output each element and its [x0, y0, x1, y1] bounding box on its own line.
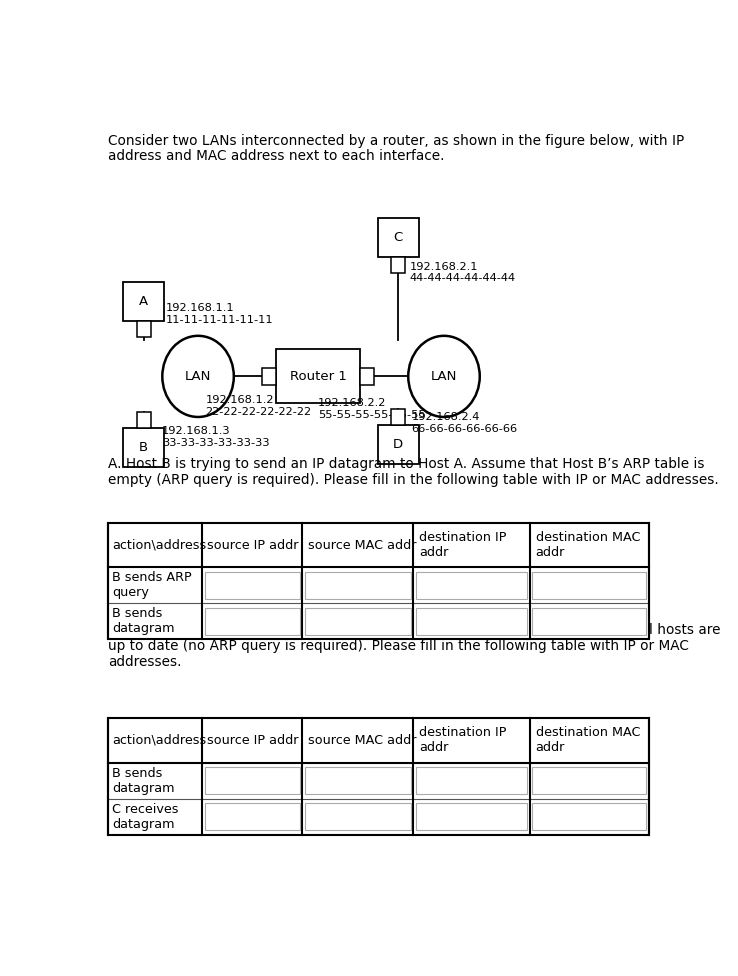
- Text: source MAC addr: source MAC addr: [308, 734, 416, 747]
- FancyBboxPatch shape: [532, 767, 646, 794]
- FancyBboxPatch shape: [204, 608, 300, 635]
- FancyBboxPatch shape: [137, 412, 151, 428]
- FancyBboxPatch shape: [391, 409, 405, 426]
- Ellipse shape: [408, 336, 480, 417]
- Text: destination MAC
addr: destination MAC addr: [536, 531, 640, 559]
- FancyBboxPatch shape: [108, 718, 649, 834]
- Text: 192.168.2.1
44-44-44-44-44-44: 192.168.2.1 44-44-44-44-44-44: [410, 262, 516, 283]
- Text: Router 1: Router 1: [290, 370, 347, 383]
- Text: C: C: [393, 231, 403, 244]
- FancyBboxPatch shape: [415, 767, 528, 794]
- FancyBboxPatch shape: [415, 572, 528, 599]
- FancyBboxPatch shape: [204, 572, 300, 599]
- Text: destination IP
addr: destination IP addr: [419, 726, 507, 754]
- Text: B: B: [139, 441, 148, 454]
- Text: B sends
datagram: B sends datagram: [112, 607, 175, 635]
- FancyBboxPatch shape: [305, 767, 411, 794]
- Text: action\address: action\address: [112, 734, 207, 747]
- Text: B sends ARP
query: B sends ARP query: [112, 571, 192, 599]
- FancyBboxPatch shape: [391, 257, 405, 273]
- Text: destination MAC
addr: destination MAC addr: [536, 726, 640, 754]
- FancyBboxPatch shape: [108, 523, 649, 639]
- Text: 192.168.2.4
66-66-66-66-66-66: 192.168.2.4 66-66-66-66-66-66: [411, 412, 517, 433]
- FancyBboxPatch shape: [123, 282, 165, 321]
- FancyBboxPatch shape: [378, 426, 419, 465]
- Text: address and MAC address next to each interface.: address and MAC address next to each int…: [108, 148, 444, 163]
- FancyBboxPatch shape: [204, 767, 300, 794]
- Text: A. Host B is trying to send an IP datagram to Host A. Assume that Host B’s ARP t: A. Host B is trying to send an IP datagr…: [108, 457, 718, 487]
- Text: 192.168.2.2
55-55-55-55-55-55: 192.168.2.2 55-55-55-55-55-55: [318, 398, 426, 420]
- Text: Consider two LANs interconnected by a router, as shown in the figure below, with: Consider two LANs interconnected by a ro…: [108, 134, 684, 147]
- FancyBboxPatch shape: [360, 368, 374, 385]
- FancyBboxPatch shape: [378, 218, 419, 257]
- Text: source MAC addr: source MAC addr: [308, 539, 416, 551]
- Text: 192.168.1.1
11-11-11-11-11-11: 192.168.1.1 11-11-11-11-11-11: [165, 304, 273, 325]
- FancyBboxPatch shape: [305, 608, 411, 635]
- FancyBboxPatch shape: [305, 803, 411, 831]
- Text: A: A: [139, 295, 148, 307]
- Text: LAN: LAN: [431, 370, 457, 383]
- Text: D: D: [393, 438, 403, 451]
- FancyBboxPatch shape: [204, 803, 300, 831]
- FancyBboxPatch shape: [415, 803, 528, 831]
- Text: B sends
datagram: B sends datagram: [112, 767, 175, 794]
- FancyBboxPatch shape: [532, 572, 646, 599]
- Text: source IP addr: source IP addr: [207, 539, 299, 551]
- Ellipse shape: [162, 336, 234, 417]
- Text: action\address: action\address: [112, 539, 207, 551]
- Text: C receives
datagram: C receives datagram: [112, 803, 179, 831]
- FancyBboxPatch shape: [415, 608, 528, 635]
- Text: B. Host B is now sending an IP datagram to Host C. Assume all ARP tables in all : B. Host B is now sending an IP datagram …: [108, 623, 720, 670]
- Text: source IP addr: source IP addr: [207, 734, 299, 747]
- Text: 192.168.1.2
22-22-22-22-22-22: 192.168.1.2 22-22-22-22-22-22: [205, 395, 311, 417]
- FancyBboxPatch shape: [532, 803, 646, 831]
- FancyBboxPatch shape: [276, 349, 360, 403]
- FancyBboxPatch shape: [123, 428, 165, 468]
- Text: destination IP
addr: destination IP addr: [419, 531, 507, 559]
- Text: 192.168.1.3
33-33-33-33-33-33: 192.168.1.3 33-33-33-33-33-33: [162, 427, 269, 448]
- FancyBboxPatch shape: [137, 321, 151, 338]
- FancyBboxPatch shape: [532, 608, 646, 635]
- FancyBboxPatch shape: [262, 368, 276, 385]
- Text: LAN: LAN: [185, 370, 211, 383]
- FancyBboxPatch shape: [305, 572, 411, 599]
